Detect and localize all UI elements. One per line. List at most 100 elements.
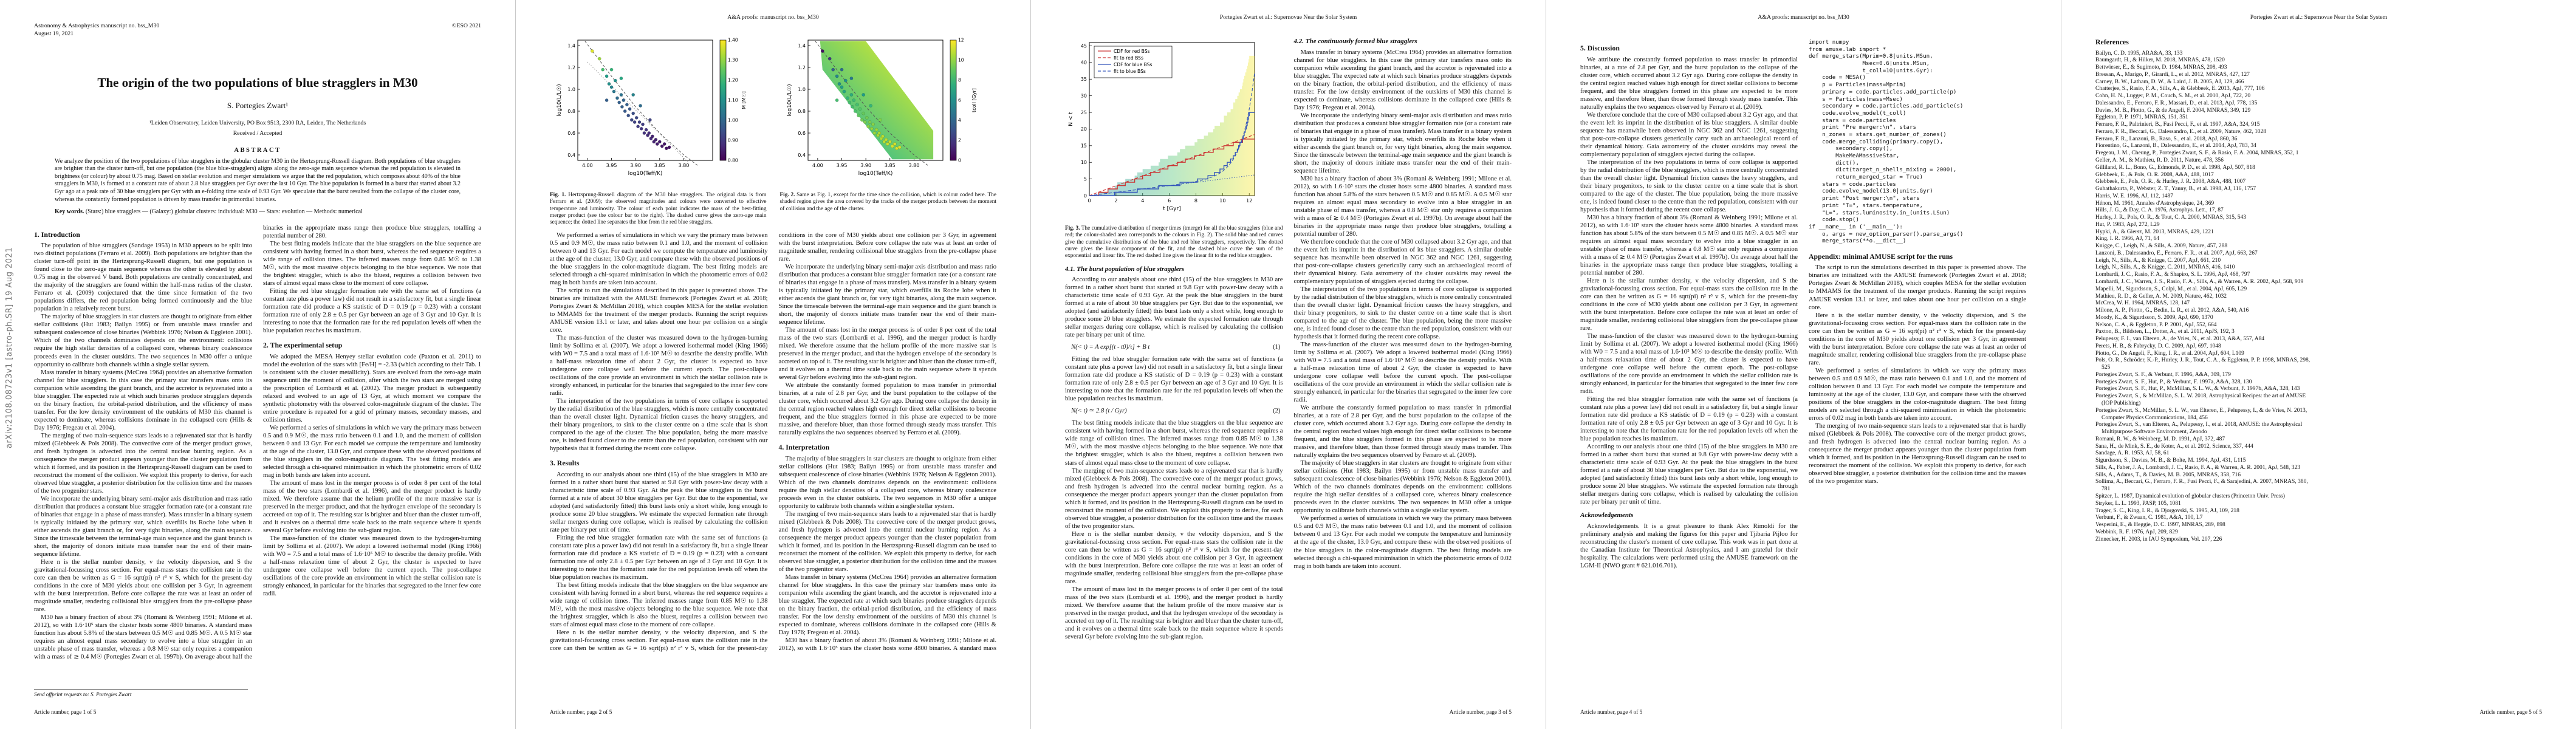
paragraph: According to our analysis about one thir…: [550, 471, 768, 533]
code-line: merge_stars(**o.__dict__): [1809, 238, 1906, 245]
paragraph: The best fitting models indicate that th…: [1065, 420, 1283, 467]
svg-text:0.4: 0.4: [567, 152, 575, 158]
reference-entry: Knigge, C., Leigh, N., & Sills, A. 2009,…: [2095, 243, 2228, 250]
fig2-caption-text: Same as Fig. 1, except for the time sinc…: [779, 192, 997, 212]
page-footer: Article number, page 3 of 5: [1449, 710, 1512, 716]
page3-columns: 0 2 4 6 8 10 12 0 5 10 15 20 25 30 35 40 45 t [Gyr] N < t C…: [1065, 38, 1512, 671]
reference-entry: Milone, A. P., Piotto, G., Bedin, L. R.,…: [2095, 307, 2249, 314]
author: S. Portegies Zwart¹: [227, 100, 289, 110]
svg-text:35: 35: [1081, 77, 1087, 82]
section-heading: 4. Interpretation: [778, 443, 830, 452]
paragraph: We performed a series of simulations in …: [263, 424, 481, 479]
subsection-heading: 4.2. The continuously formed blue stragg…: [1293, 38, 1417, 45]
svg-text:1.40: 1.40: [728, 38, 738, 43]
svg-text:3.85: 3.85: [884, 163, 895, 168]
paragraph: The interpretation of the two population…: [550, 397, 768, 453]
reference-entry: Sills, A., Adams, T., & Davies, M. B. 20…: [2095, 471, 2241, 478]
page4-left-column: 5. Discussion We attribute the constantly…: [1580, 38, 1798, 669]
subsection-heading: Acknowledgements: [1580, 512, 1634, 519]
svg-text:N < t: N < t: [1068, 112, 1074, 126]
page-footer: Article number, page 5 of 5: [2479, 710, 2542, 716]
code-line: secondary = code.particles.add_particle(…: [1809, 103, 1964, 110]
paragraph: Acknowledgements. It is a great pleasure…: [1580, 522, 1798, 569]
code-line: code.evolve_model(13.0|units.Gyr): [1809, 188, 1933, 195]
svg-text:1.0: 1.0: [798, 87, 806, 92]
code-line: "L=", stars.luminosity.in_(units.LSun): [1809, 209, 1950, 216]
reference-entry: Portegies Zwart, S. F., Hut, P., McMilla…: [2095, 386, 2300, 392]
reference-entry: Bettwieser, E., & Sugimoto, D. 1984, MNR…: [2095, 64, 2227, 71]
svg-text:0.6: 0.6: [798, 131, 806, 136]
code-line: if __name__ in ('__main__'):: [1809, 223, 1903, 230]
reference-entry: Leigh, N., Sills, A., & Knigge, C. 2007,…: [2095, 257, 2221, 264]
reference-entry: Chatterjee, S., Rasio, F. A., Sills, A.,…: [2095, 86, 2265, 92]
paragraph: The merging of two main-sequence stars l…: [34, 432, 252, 495]
page-footer: Article number, page 4 of 5: [1580, 710, 1643, 716]
paragraph: Here n is the stellar number density, v …: [1580, 277, 1798, 332]
reference-entry: Zinnecker, H. 2003, in IAU Symposium, Vo…: [2095, 536, 2222, 542]
svg-text:4.00: 4.00: [812, 163, 823, 168]
svg-text:fit to red BSs: fit to red BSs: [1114, 55, 1143, 61]
paragraph: Mass transfer in binary systems (McCrea …: [34, 369, 252, 431]
svg-text:0.80: 0.80: [728, 158, 738, 163]
svg-text:3.95: 3.95: [836, 163, 847, 168]
svg-text:CDF for red BSs: CDF for red BSs: [1114, 49, 1150, 54]
paragraph: The amount of mass lost in the merger pr…: [1065, 586, 1283, 640]
reference-entry: Glebbeek, E., & Pols, O. R. 2008, A&A, 4…: [2095, 171, 2214, 178]
paragraph: M30 has a binary fraction of about 3% (R…: [1293, 175, 1512, 238]
section-heading: 5. Discussion: [1580, 44, 1620, 52]
reference-entry: Eggleton, P. P. 1971, MNRAS, 151, 351: [2095, 114, 2188, 121]
page-4: A&A proofs: manuscript no. bss_M30 5. Di…: [1546, 0, 2061, 729]
amuse-code-listing: import numpy from amuse.lab import * def m…: [1809, 39, 2026, 245]
figure-3: 0 2 4 6 8 10 12 0 5 10 15 20 25 30 35 40 45 t [Gyr] N < t C…: [1065, 38, 1283, 260]
page-3: Portegies Zwart et al.: Supernovae Near …: [1030, 0, 1546, 729]
svg-text:0.8: 0.8: [798, 109, 806, 114]
code-line: print "Pre merger:\n", stars: [1809, 124, 1917, 131]
svg-text:12: 12: [1246, 198, 1252, 204]
abstract-label: ABSTRACT: [234, 146, 281, 154]
svg-text:1.10: 1.10: [728, 98, 738, 103]
svg-text:tcoll [Gyr]: tcoll [Gyr]: [971, 88, 977, 112]
code-line: Msec=0.6|units.MSun,: [1809, 60, 1930, 67]
reference-entry: Lombardi, J. C., Warren, J. S., Rasio, F…: [2095, 279, 2304, 285]
reference-entry: Ferraro, F. R., Beccari, G., Dalessandro…: [2095, 128, 2267, 135]
running-header: A&A proofs: manuscript no. bss_M30: [727, 14, 819, 21]
page2-columns: We performed a series of simulations in …: [550, 231, 996, 657]
page-1: Astronomy & Astrophysics manuscript no. …: [0, 0, 515, 729]
paragraph: The merging of two main-sequence stars l…: [778, 510, 997, 573]
svg-text:30: 30: [1081, 93, 1087, 98]
code-line: code.stop(): [1809, 216, 1859, 224]
svg-text:10: 10: [1219, 198, 1225, 204]
svg-text:1.2: 1.2: [798, 65, 806, 70]
subsection-heading: 4.1. The burst population of blue stragg…: [1065, 265, 1185, 273]
manuscript-id: Astronomy & Astrophysics manuscript no. …: [34, 22, 160, 29]
reference-entry: Hurley, J. R., Pols, O. R., & Tout, C. A…: [2095, 214, 2246, 221]
svg-text:3.80: 3.80: [908, 163, 919, 168]
keywords: Key words. (Stars:) blue stragglers — (G…: [55, 208, 461, 216]
svg-text:25: 25: [1081, 110, 1087, 115]
paragraph: The best fitting models indicate that th…: [263, 240, 481, 287]
code-line: code.evolve_model(t_coll): [1809, 109, 1906, 117]
reference-list: Bailyn, C. D. 1995, ARA&A, 33, 133 Baumga…: [2095, 50, 2314, 544]
reference-entry: Fiorentino, G., Lanzoni, B., Dalessandro…: [2095, 143, 2256, 149]
reference-entry: Mapelli, M., Sigurdsson, S., Colpi, M., …: [2095, 286, 2247, 292]
code-line: n_zones = stars.get_number_of_zones(): [1809, 131, 1947, 138]
paragraph: Here n is the stellar number density, v …: [550, 231, 996, 652]
reference-entry: Nelson, C. A., & Eggleton, P. P. 2001, A…: [2095, 321, 2217, 328]
equation-body: N(< t) ≃ 2.8 (t / Gyr): [1071, 408, 1127, 415]
svg-text:40: 40: [1081, 60, 1087, 66]
equation-number: (2): [1273, 408, 1281, 415]
paragraph: According to our analysis about one thir…: [1580, 443, 1798, 506]
reference-entry: Piotto, G., De Angeli, F., King, I. R., …: [2095, 350, 2244, 357]
svg-text:CDF for blue BSs: CDF for blue BSs: [1114, 62, 1153, 67]
paragraph: We therefore conclude that the core of M…: [1293, 238, 1512, 285]
reference-entry: Sana, H., de Mink, S. E., de Koter, A., …: [2095, 443, 2253, 450]
paragraph: Fitting the red blue straggler formation…: [263, 287, 481, 334]
reference-entry: Bailyn, C. D. 1995, ARA&A, 33, 133: [2095, 50, 2183, 56]
svg-text:10: 10: [1081, 160, 1087, 165]
fig1-caption: Fig. 1. Hertzsprung-Russell diagram of t…: [550, 192, 767, 227]
paragraph: The mass-function of the cluster was mea…: [263, 535, 481, 597]
reference-entry: Cohn, H. N., Lugger, P. M., Couch, S. M.…: [2095, 93, 2251, 100]
reference-entry: Hypki, A., & Giersz, M. 2013, MNRAS, 429…: [2095, 228, 2214, 235]
appendix-flow: Appendix: minimal AMUSE script for the r…: [1809, 252, 2026, 485]
code-line: secondary.copy(),: [1809, 145, 1893, 152]
